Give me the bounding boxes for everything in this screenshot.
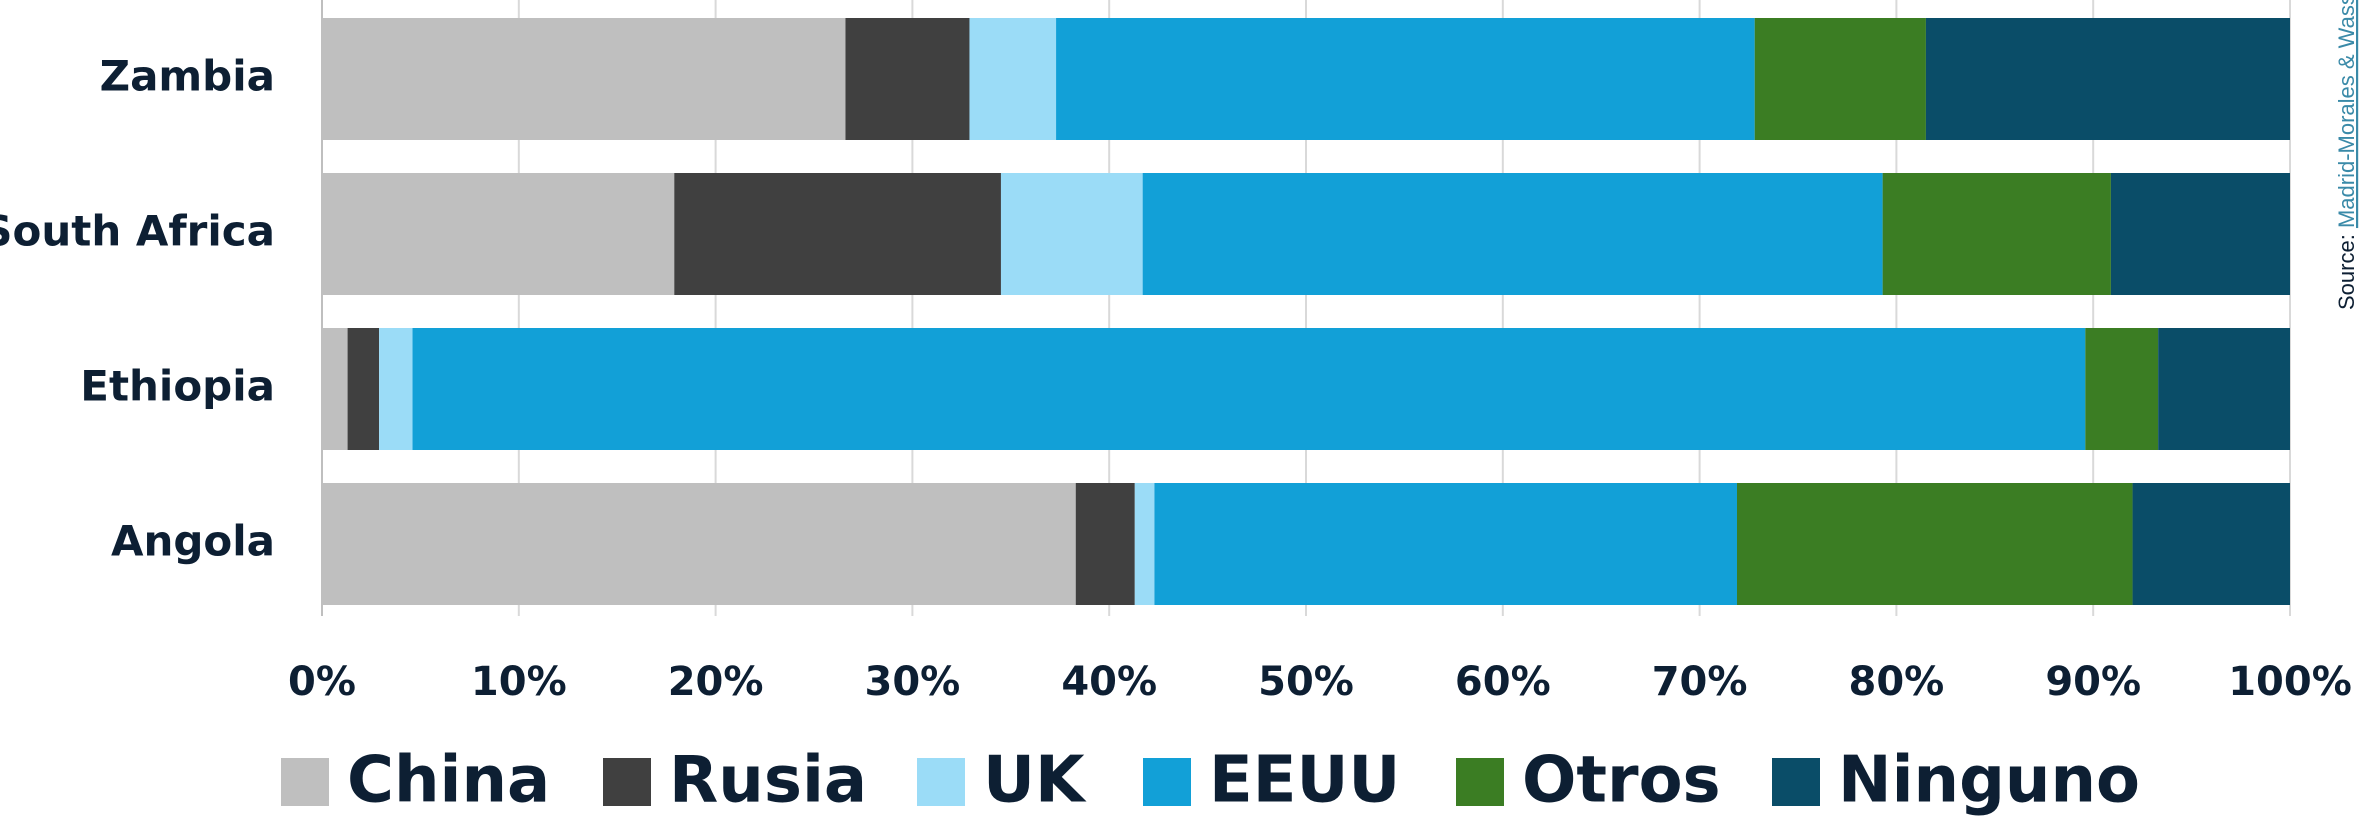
legend-label: UK xyxy=(983,744,1087,818)
x-tick-label: 40% xyxy=(1061,659,1157,705)
legend-label: China xyxy=(347,744,550,818)
bar-segment xyxy=(1075,483,1135,605)
bar-segment xyxy=(347,328,380,450)
x-tick-label: 60% xyxy=(1455,659,1551,705)
legend-swatch xyxy=(917,758,965,806)
legend-label: Otros xyxy=(1522,744,1721,818)
bar-segment xyxy=(2132,483,2290,605)
x-tick-label: 10% xyxy=(471,659,567,705)
source: Source: Madrid-Morales & Wasserman (2023… xyxy=(2334,0,2359,310)
bar-segment xyxy=(1925,18,2290,140)
bar-segment xyxy=(2158,328,2290,450)
bar-segment xyxy=(845,18,970,140)
x-tick-label: 0% xyxy=(288,659,356,705)
bar-segment xyxy=(1736,483,2133,605)
y-tick-label: Ethiopia xyxy=(80,362,275,411)
legend-swatch xyxy=(1456,758,1504,806)
x-tick-label: 100% xyxy=(2228,659,2352,705)
x-tick-label: 70% xyxy=(1652,659,1748,705)
bar-segment xyxy=(1134,483,1155,605)
bar-segment xyxy=(322,328,348,450)
y-tick-label: Angola xyxy=(111,517,275,566)
legend-swatch xyxy=(281,758,329,806)
bar-segment xyxy=(379,328,413,450)
source-label: Source: xyxy=(2334,234,2359,310)
legend-label: Rusia xyxy=(669,744,867,818)
legend-swatch xyxy=(1143,758,1191,806)
x-tick-label: 80% xyxy=(1849,659,1945,705)
bar-segment xyxy=(1882,173,2111,295)
bar-segment xyxy=(322,173,675,295)
bar-segment xyxy=(1754,18,1926,140)
bar-segment xyxy=(2085,328,2159,450)
x-tick-label: 90% xyxy=(2045,659,2141,705)
bar-segment xyxy=(1154,483,1737,605)
legend-swatch xyxy=(603,758,651,806)
y-tick-label: South Africa xyxy=(0,207,275,256)
bar-segment xyxy=(412,328,2086,450)
bar-segment xyxy=(322,483,1076,605)
x-tick-label: 30% xyxy=(865,659,961,705)
bar-segment xyxy=(2110,173,2290,295)
bar-segment xyxy=(1056,18,1755,140)
bar-segment xyxy=(1000,173,1143,295)
bar-segment xyxy=(674,173,1001,295)
y-tick-label: Zambia xyxy=(100,52,275,101)
legend-label: EEUU xyxy=(1209,744,1400,818)
bar-segment xyxy=(969,18,1057,140)
legend-swatch xyxy=(1772,758,1820,806)
source-link[interactable]: Madrid-Morales & Wasserman (2023) xyxy=(2334,0,2359,228)
x-tick-label: 20% xyxy=(668,659,764,705)
x-tick-label: 50% xyxy=(1258,659,1354,705)
bar-segment xyxy=(322,18,846,140)
legend-label: Ninguno xyxy=(1838,744,2140,818)
bar-segment xyxy=(1142,173,1883,295)
